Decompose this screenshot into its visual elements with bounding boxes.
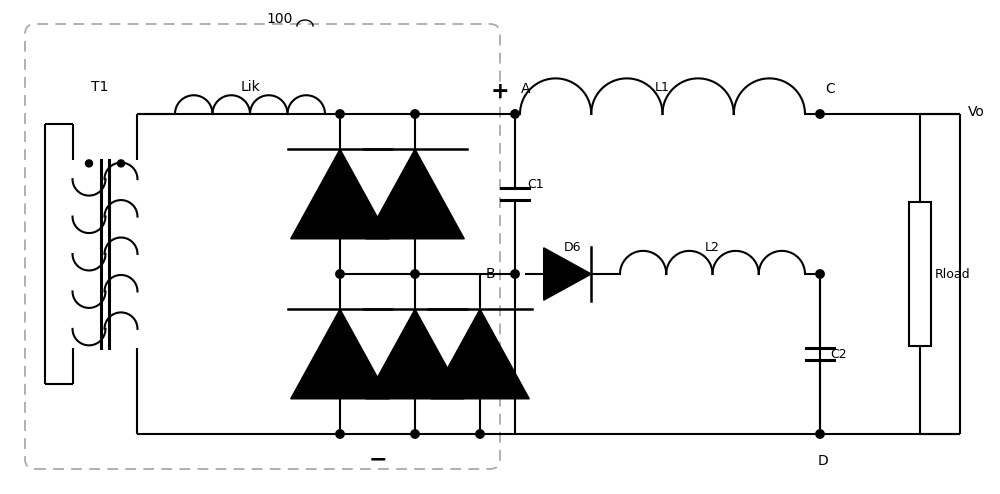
Polygon shape [544, 248, 591, 300]
Circle shape [511, 110, 519, 118]
Text: L1: L1 [655, 81, 670, 94]
Text: B: B [485, 267, 495, 281]
Polygon shape [431, 309, 529, 399]
Circle shape [816, 430, 824, 438]
Polygon shape [291, 309, 389, 399]
Text: Vo: Vo [968, 105, 985, 119]
Circle shape [816, 110, 824, 118]
Circle shape [86, 160, 92, 167]
Polygon shape [366, 149, 464, 239]
Circle shape [411, 270, 419, 278]
Text: −: − [368, 449, 387, 469]
Text: 100: 100 [267, 12, 293, 26]
Text: L2: L2 [705, 241, 720, 254]
Polygon shape [291, 149, 389, 239]
Circle shape [411, 110, 419, 118]
Text: +: + [491, 81, 509, 103]
Text: T1: T1 [91, 80, 109, 94]
Text: C: C [825, 82, 835, 96]
Bar [909, 202, 931, 346]
Circle shape [118, 160, 124, 167]
Text: D4: D4 [422, 353, 440, 366]
Circle shape [476, 430, 484, 438]
Text: D6: D6 [564, 241, 581, 254]
Circle shape [336, 110, 344, 118]
Text: D1: D1 [347, 186, 364, 199]
Text: Rload: Rload [935, 267, 971, 281]
Text: C2: C2 [830, 347, 847, 361]
Circle shape [336, 430, 344, 438]
Text: A: A [521, 82, 530, 96]
Circle shape [816, 270, 824, 278]
Circle shape [411, 430, 419, 438]
Text: D: D [818, 454, 828, 468]
Text: C1: C1 [527, 177, 544, 191]
Text: D5: D5 [487, 353, 505, 366]
Text: Lik: Lik [240, 80, 260, 94]
Circle shape [336, 270, 344, 278]
Text: D3: D3 [347, 353, 364, 366]
Circle shape [511, 270, 519, 278]
Polygon shape [366, 309, 464, 399]
Text: D2: D2 [422, 186, 440, 199]
